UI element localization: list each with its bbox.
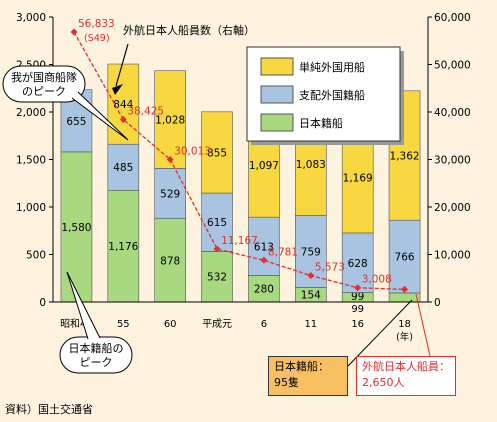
seafarers-line [73,31,405,291]
seafarers-point [213,245,221,253]
bar-value-label: 878 [160,255,180,267]
x-tick-label: 55 [117,319,130,330]
bar-segment [154,218,186,303]
bar-value-label: 1,362 [390,151,420,163]
arrowhead [112,84,123,95]
y-tick-label-left: 1,000 [16,202,46,214]
y-tick-label-right: 20,000 [434,202,471,214]
bar-segment [341,232,374,293]
bar-segment [154,168,186,219]
seafarers-point [354,284,362,292]
annotation-jp-ships-2006: 日本籍船： 95隻 [268,356,348,396]
x-tick-label: 平成元 [202,318,232,330]
seafarers-value-label: 11,167 [221,235,258,247]
y-tick-label-right: 50,000 [434,60,471,72]
bar-value-label: 1,028 [155,115,185,127]
bar-value-label: 855 [207,147,227,159]
y-tick-label-right: 60,000 [434,12,471,24]
jp-ship-peak-callout-tail [66,271,101,340]
legend-label: 支配外国籍船 [299,88,365,102]
bar-value-label: 759 [301,246,321,258]
seafarers-point [70,28,78,36]
bar-value-label: 1,176 [108,241,138,253]
seafarers-pointer [415,293,431,357]
seafarers-point [166,155,174,163]
y-tick-label-right: 30,000 [434,155,471,167]
seafarers-point [119,115,127,123]
seafarers-value-label: 38,425 [127,105,164,117]
y-tick-label-right: 10,000 [434,250,471,262]
legend-swatch [260,85,294,104]
x-tick-label: 60 [164,319,177,330]
bar-value-label: 613 [254,241,274,253]
line-series-label: 外航日本人船員数（右軸） [123,23,255,37]
bar-segment [388,292,421,303]
seafarers-value-label: 5,573 [315,262,345,274]
y-tick-label-left: 1,500 [16,155,46,167]
bar-segment [107,63,140,145]
bar-value-label: 1,169 [343,172,373,184]
seafarers-value-label: 3,008 [362,274,392,286]
seafarers-first-sublabel: (S49) [84,33,110,44]
bar-value-label: 532 [207,272,227,284]
y-tick-label-left: 3,000 [16,12,46,24]
seafarers-point [401,285,409,293]
bar-segment [154,70,186,169]
bar-segment [388,219,421,294]
y-tick-label-right: 40,000 [434,107,471,119]
bar-value-label: 485 [113,162,133,174]
bar-value-label: 1,097 [249,160,279,172]
bar-value-label: 615 [207,217,227,229]
x-tick-label: 16 [351,319,364,330]
bar-segment [201,192,233,252]
legend-label: 単純外国用船 [299,60,365,74]
seafarers-point [307,272,315,280]
bar-segment [201,251,233,303]
seafarers-value-label: 8,781 [268,246,298,258]
jp-ship-peak-callout-text: ピーク [80,356,113,369]
fleet-peak-callout-text: のピーク [22,85,66,98]
x-tick-label: 18 [398,319,411,330]
x-tick-label: 11 [304,319,317,330]
source-note: 資料）国土交通省 [5,403,93,416]
fleet-peak-callout-tail [71,91,129,141]
y-tick-label-left: 0 [39,297,46,309]
bar-value-label: 844 [113,99,133,111]
bar-segment [107,189,140,303]
legend-swatch [260,57,294,76]
bar-value-label: 628 [348,258,368,270]
seafarers-value-label: 30,013 [174,145,211,157]
annotation-seafarers-2006: 外航日本人船員： 2,650人 [356,356,456,396]
bar-value-label: 766 [395,252,415,264]
jp-ships-pointer [347,299,413,367]
seafarers-point [260,256,268,264]
y-tick-label-left: 500 [26,250,46,262]
fleet-peak-callout-text: 我が国商船隊 [11,70,77,84]
y-tick-label-left: 2,000 [16,107,46,119]
bar-value-label: 655 [66,116,86,128]
bar-value-label: 280 [254,284,274,296]
bar-value-label: 1,580 [61,222,91,234]
legend-swatch [260,113,294,132]
bar-value-label: 529 [160,188,180,200]
bar-value-label: 99 [351,291,364,303]
bar-value-label: 154 [301,290,321,302]
seafarers-value-label: 56,833 [78,18,115,30]
x-axis-unit: (年) [396,331,413,343]
legend-label: 日本籍船 [299,116,343,130]
bar-value-label-small: 99 [351,304,364,315]
y-tick-label-right: 0 [434,297,441,309]
jp-ship-peak-callout-text: 日本籍船の [69,341,124,355]
bar-value-label: 1,083 [296,159,326,171]
line-label-arrow [115,43,129,87]
bar-segment [201,111,233,194]
fleet-peak-callout-bubble [2,65,86,103]
bar-segment [60,151,93,303]
bar-segment [248,216,280,276]
x-tick-label: 6 [261,319,267,330]
